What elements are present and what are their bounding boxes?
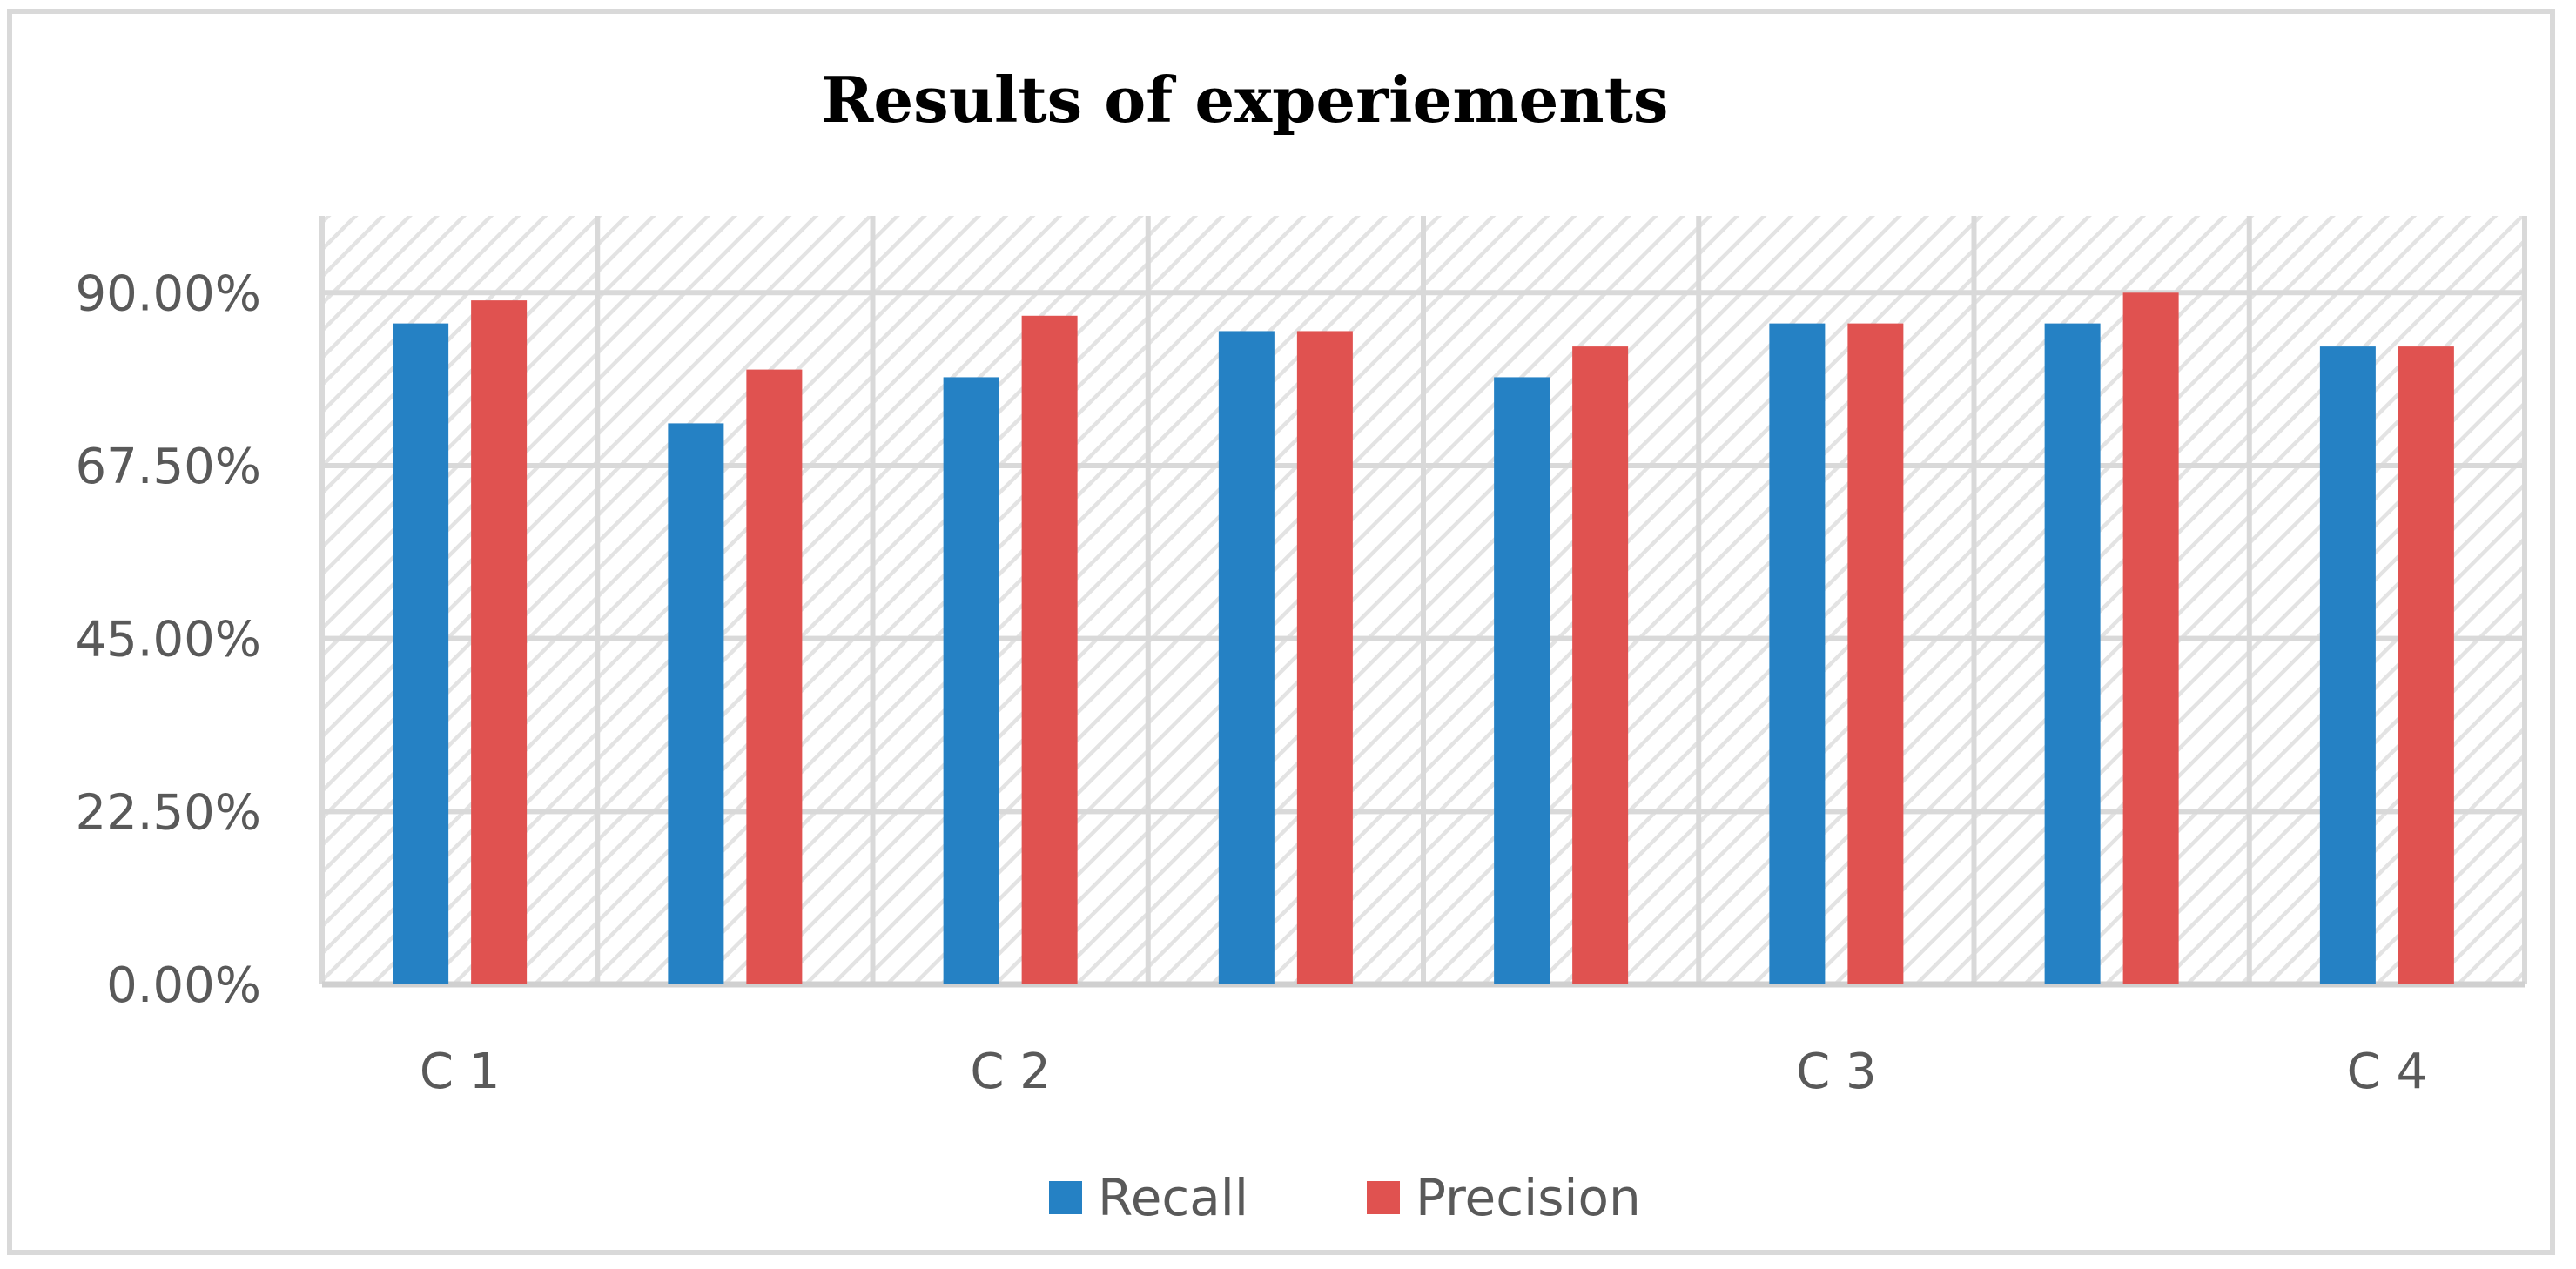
y-tick-label: 90.00% bbox=[75, 265, 261, 322]
precision-bar bbox=[1572, 346, 1629, 984]
y-axis-ticks: 0.00% 22.50% 45.00% 67.50% 90.00% bbox=[75, 265, 261, 1014]
legend-item-precision-label: Precision bbox=[1416, 1168, 1641, 1227]
precision-bar bbox=[2122, 292, 2179, 984]
x-tick-label: C 1 bbox=[420, 1044, 501, 1100]
y-tick-label: 0.00% bbox=[106, 957, 261, 1014]
precision-bar bbox=[2398, 346, 2454, 984]
recall-bar bbox=[2044, 323, 2101, 984]
y-tick-label: 22.50% bbox=[75, 784, 261, 841]
precision-bar bbox=[1021, 315, 1078, 984]
x-tick-label: C 2 bbox=[970, 1044, 1051, 1100]
x-tick-label: C 4 bbox=[2347, 1044, 2428, 1100]
recall-bar bbox=[1494, 377, 1550, 984]
precision-bar bbox=[1296, 331, 1353, 984]
legend-item-recall-label: Recall bbox=[1098, 1168, 1248, 1227]
legend-item-recall-swatch bbox=[1049, 1181, 1082, 1214]
y-tick-label: 67.50% bbox=[75, 439, 261, 495]
recall-bar bbox=[943, 377, 999, 984]
recall-bar bbox=[1218, 331, 1275, 984]
recall-bar bbox=[2319, 346, 2376, 984]
legend-item-precision-swatch bbox=[1367, 1181, 1400, 1214]
recall-bar bbox=[393, 323, 449, 984]
x-axis-ticks: C 1 C 2 C 3 C 4 bbox=[420, 1044, 2427, 1100]
precision-bar bbox=[1847, 323, 1904, 984]
recall-bar bbox=[668, 423, 724, 984]
x-tick-label: C 3 bbox=[1796, 1044, 1877, 1100]
chart-title: Results of experiements bbox=[822, 63, 1669, 137]
y-tick-label: 45.00% bbox=[75, 612, 261, 668]
recall-bar bbox=[1769, 323, 1826, 984]
legend: Recall Precision bbox=[1049, 1168, 1641, 1227]
precision-bar bbox=[746, 369, 803, 985]
bars bbox=[393, 292, 2454, 985]
precision-bar bbox=[471, 300, 528, 984]
